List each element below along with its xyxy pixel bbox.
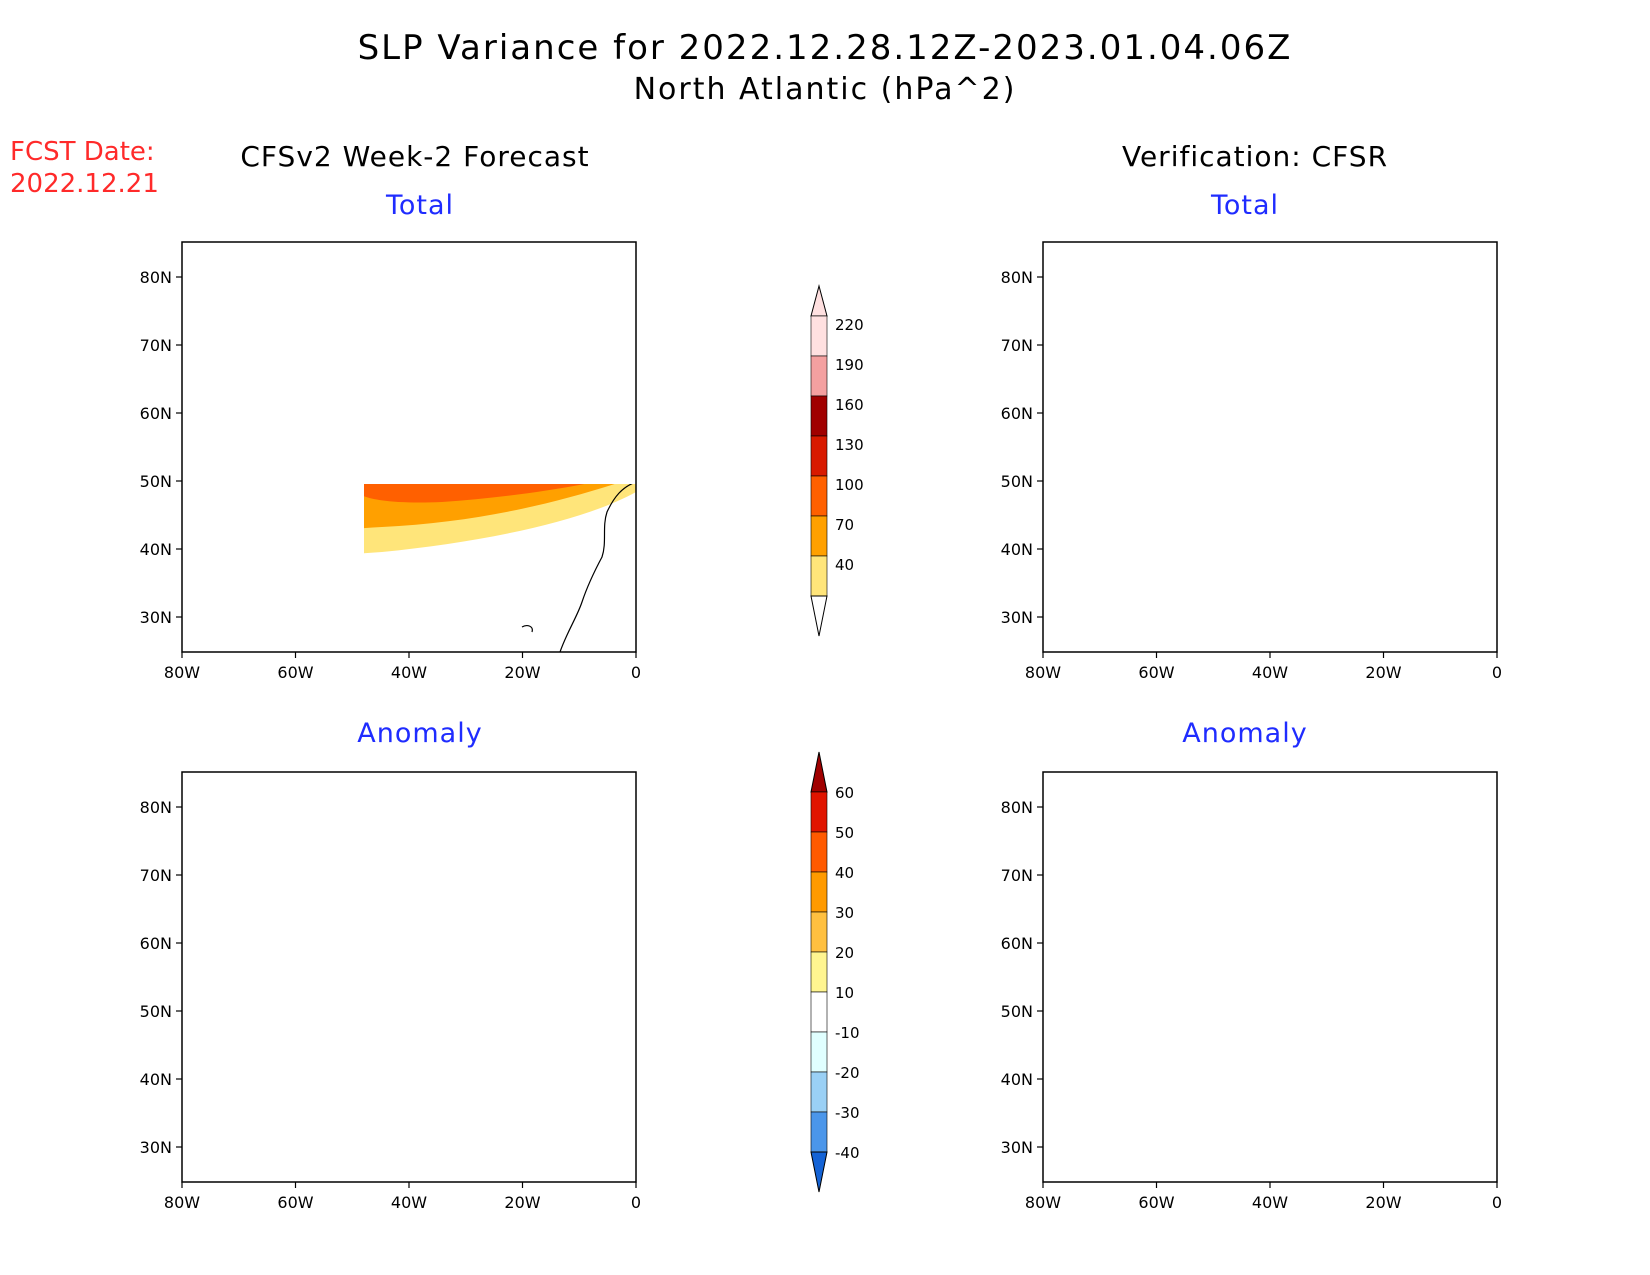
lon-tick-label: 80W: [164, 663, 200, 682]
panel-title-fcst-total: Total: [385, 190, 455, 221]
lon-tick-label: 20W: [1365, 663, 1401, 682]
lon-tick-label: 0: [631, 1193, 641, 1212]
lat-tick-label: 60N: [140, 934, 172, 953]
lat-tick-label: 80N: [140, 268, 172, 287]
lon-tick-label: 60W: [1138, 1193, 1174, 1212]
colorbar-box: [810, 1031, 828, 1073]
colorbar-box: [810, 515, 828, 557]
lon-tick-label: 0: [1492, 663, 1502, 682]
colorbar-tick-label: -40: [835, 1144, 860, 1162]
colorbar-box: [810, 555, 828, 597]
colorbar-tick-label: 10: [835, 984, 854, 1002]
lon-tick-label: 20W: [504, 663, 540, 682]
lat-tick-label: 40N: [1001, 1070, 1033, 1089]
map-verification-total: [1043, 242, 1497, 652]
colorbar-anomaly: 60 50 40 30 20 10 -10 -20 -30 -40: [810, 751, 860, 1193]
lat-tick-label: 40N: [140, 540, 172, 559]
lat-tick-label: 60N: [140, 404, 172, 423]
colorbar-tick-label: 130: [835, 436, 864, 454]
colorbar-box: [810, 911, 828, 953]
colorbar-box: [810, 315, 828, 357]
colorbar-tick-label: 190: [835, 356, 864, 374]
colorbar-tick-label: 70: [835, 516, 854, 534]
panel-title-verif-total: Total: [1210, 190, 1280, 221]
lon-tick-label: 60W: [277, 1193, 313, 1212]
colorbar-box: [810, 791, 828, 833]
lat-tick-label: 70N: [1001, 866, 1033, 885]
lat-tick-label: 70N: [140, 866, 172, 885]
lat-tick-label: 80N: [1001, 798, 1033, 817]
lon-tick-label: 40W: [391, 663, 427, 682]
lon-tick-label: 60W: [1138, 663, 1174, 682]
chart-subtitle: North Atlantic (hPa^2): [633, 72, 1017, 107]
lon-tick-label: 20W: [1365, 1193, 1401, 1212]
lat-tick-label: 30N: [140, 1138, 172, 1157]
lat-tick-label: 50N: [1001, 1002, 1033, 1021]
lon-tick-label: 80W: [164, 1193, 200, 1212]
lat-tick-label: 60N: [1001, 404, 1033, 423]
colorbar-tick-label: -30: [835, 1104, 860, 1122]
colorbar-tick-label: 20: [835, 944, 854, 962]
lat-tick-label: 30N: [140, 608, 172, 627]
panel-title-fcst-anom: Anomaly: [357, 718, 483, 749]
colorbar-tick-label: 30: [835, 904, 854, 922]
lon-tick-label: 40W: [391, 1193, 427, 1212]
colorbar-box: [810, 395, 828, 437]
colorbar-top-triangle: [810, 284, 828, 317]
colorbar-box: [810, 475, 828, 517]
lat-tick-label: 40N: [140, 1070, 172, 1089]
lat-tick-label: 60N: [1001, 934, 1033, 953]
chart-title: SLP Variance for 2022.12.28.12Z-2023.01.…: [357, 28, 1293, 68]
map-verification-anomaly: [1043, 772, 1497, 1182]
map-forecast-anomaly: [182, 772, 636, 1182]
colorbar-tick-label: 40: [835, 864, 854, 882]
lat-tick-label: 70N: [1001, 336, 1033, 355]
colorbar-top-triangle: [810, 751, 828, 793]
lat-tick-label: 70N: [140, 336, 172, 355]
fcst-date-label: FCST Date:: [10, 137, 155, 167]
colorbar-tick-label: 160: [835, 396, 864, 414]
column-heading-verification: Verification: CFSR: [1121, 140, 1389, 173]
column-heading-forecast: CFSv2 Week-2 Forecast: [240, 140, 590, 173]
fcst-date-value: 2022.12.21: [10, 169, 159, 199]
colorbar-tick-label: -20: [835, 1064, 860, 1082]
lon-tick-label: 80W: [1025, 1193, 1061, 1212]
colorbar-box: [810, 1111, 828, 1153]
colorbar-box: [810, 831, 828, 873]
lon-tick-label: 60W: [277, 663, 313, 682]
lon-tick-label: 20W: [504, 1193, 540, 1212]
colorbar-box: [810, 1071, 828, 1113]
colorbar-tick-label: 40: [835, 556, 854, 574]
lat-tick-label: 40N: [1001, 540, 1033, 559]
colorbar-bottom-triangle: [810, 595, 828, 637]
lon-tick-label: 0: [631, 663, 641, 682]
colorbar-tick-label: 100: [835, 476, 864, 494]
colorbar-box: [810, 355, 828, 397]
lat-tick-label: 80N: [140, 798, 172, 817]
lat-tick-label: 50N: [1001, 472, 1033, 491]
lon-tick-label: 0: [1492, 1193, 1502, 1212]
colorbar-tick-label: 50: [835, 824, 854, 842]
colorbar-box: [810, 871, 828, 913]
colorbar-box: [810, 435, 828, 477]
map-forecast-total: [364, 484, 637, 653]
panel-title-verif-anom: Anomaly: [1182, 718, 1308, 749]
colorbar-tick-label: 220: [835, 316, 864, 334]
lat-tick-label: 80N: [1001, 268, 1033, 287]
lat-tick-label: 30N: [1001, 1138, 1033, 1157]
lat-tick-label: 50N: [140, 472, 172, 491]
colorbar-tick-label: -10: [835, 1024, 860, 1042]
lat-tick-label: 30N: [1001, 608, 1033, 627]
lon-tick-label: 40W: [1252, 663, 1288, 682]
colorbar-box: [810, 951, 828, 993]
colorbar-bottom-triangle: [810, 1151, 828, 1193]
colorbar-box: [810, 991, 828, 1033]
lat-tick-label: 50N: [140, 1002, 172, 1021]
lon-tick-label: 80W: [1025, 663, 1061, 682]
colorbar-tick-label: 60: [835, 784, 854, 802]
lon-tick-label: 40W: [1252, 1193, 1288, 1212]
colorbar-total: 220 190 160 130 100 70 40: [810, 284, 864, 637]
